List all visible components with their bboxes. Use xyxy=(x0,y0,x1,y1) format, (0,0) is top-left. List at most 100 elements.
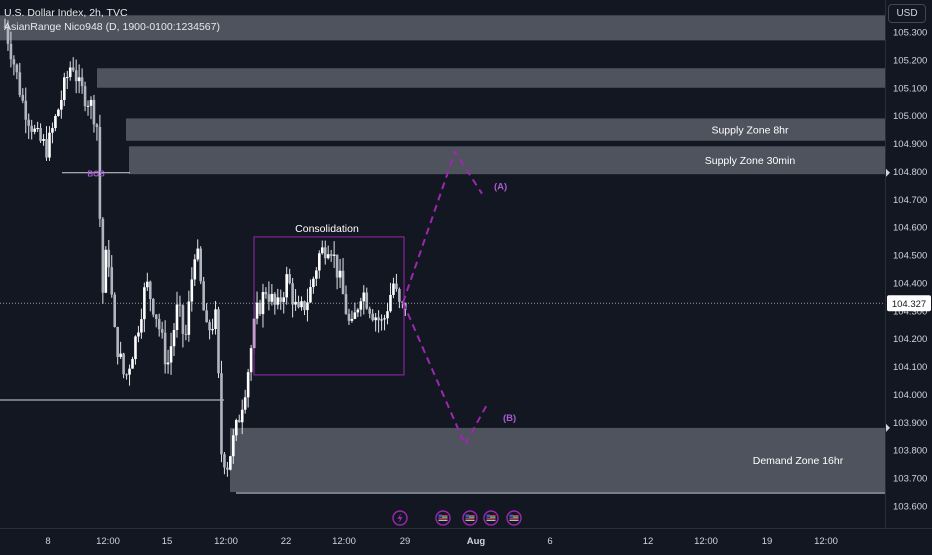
us-flag-icon xyxy=(483,510,499,526)
candles-layer xyxy=(3,18,407,477)
candle-body xyxy=(9,43,13,60)
x-tick-label: 15 xyxy=(162,536,173,547)
y-tick-label: 105.100 xyxy=(893,83,927,94)
candle-body xyxy=(383,318,386,320)
candle-body xyxy=(335,254,339,278)
candle-body xyxy=(92,99,96,125)
x-tick-label: 8 xyxy=(45,536,50,547)
symbol-title[interactable]: U.S. Dollar Index, 2h, TVC xyxy=(4,7,128,19)
candle-body xyxy=(258,302,262,315)
scenario-a-path xyxy=(402,149,483,303)
candle-body xyxy=(232,435,235,457)
legend: U.S. Dollar Index, 2h, TVC AsianRange Ni… xyxy=(4,6,220,34)
flag-stripe xyxy=(486,519,496,521)
candle-body xyxy=(240,409,244,423)
candle-body xyxy=(134,336,137,360)
indicator-title[interactable]: AsianRange Nico948 (D, 1900-0100:1234567… xyxy=(4,21,220,33)
price-axis[interactable]: 105.300 105.200 105.100 105.000 104.900 104.8… xyxy=(885,0,932,550)
y-tick-label: 104.200 xyxy=(893,334,927,345)
candle-body xyxy=(220,373,223,455)
y-tick-label: 104.800 xyxy=(893,167,927,178)
flag-stripe xyxy=(465,515,475,516)
us-flag-icon xyxy=(462,510,478,526)
candle-body xyxy=(350,318,354,321)
y-tick-label: 105.300 xyxy=(893,28,927,39)
candle-body xyxy=(243,397,247,410)
candle-body xyxy=(356,309,360,313)
time-axis[interactable]: 8 12:00 15 12:00 22 12:00 29 Aug 6 12 12:00 19 12:00 xyxy=(0,528,932,548)
candle-body xyxy=(6,26,10,44)
candle-body xyxy=(338,270,342,278)
flag-stripe xyxy=(486,516,496,518)
candle-body xyxy=(353,312,357,319)
candle-body xyxy=(119,353,122,357)
candle-body xyxy=(166,362,170,365)
candle-body xyxy=(169,346,173,363)
candle-body xyxy=(148,281,152,299)
candle-body xyxy=(249,348,253,373)
candle-body xyxy=(323,247,327,259)
last-price-label: 104.327 xyxy=(892,299,926,310)
candle-body xyxy=(223,454,226,468)
candle-body xyxy=(288,274,291,284)
y-tick-label: 104.900 xyxy=(893,139,927,150)
candle-body xyxy=(140,319,143,333)
y-tick-label: 104.400 xyxy=(893,278,927,289)
candle-body xyxy=(63,77,66,100)
candle-body xyxy=(71,67,75,71)
candle-body xyxy=(30,125,33,132)
candle-body xyxy=(395,283,398,289)
candle-body xyxy=(77,77,81,82)
flag-canton xyxy=(486,514,490,518)
flag-canton xyxy=(509,514,513,518)
flag-stripe xyxy=(509,515,519,516)
candle-body xyxy=(172,330,176,347)
candle-body xyxy=(315,270,318,279)
y-tick-label: 105.000 xyxy=(893,111,927,122)
x-tick-label: 12:00 xyxy=(214,536,238,547)
candle-body xyxy=(18,72,22,95)
scenario-b-label: (B) xyxy=(503,413,516,424)
candle-body xyxy=(36,128,39,130)
candle-body xyxy=(190,279,194,302)
scenario-b-path xyxy=(402,302,489,447)
zone-rect xyxy=(129,146,885,175)
candle-body xyxy=(273,293,277,305)
candle-body xyxy=(332,254,336,256)
zone-rect xyxy=(126,118,885,141)
candle-body xyxy=(51,128,54,133)
candle-body xyxy=(392,283,395,295)
x-tick-label: 19 xyxy=(762,536,773,547)
candle-body xyxy=(282,297,286,302)
x-tick-label: 12 xyxy=(643,536,654,547)
y-tick-label: 104.100 xyxy=(893,362,927,373)
candle-body xyxy=(187,301,191,335)
flag-stripe xyxy=(465,516,475,518)
candle-body xyxy=(116,326,119,357)
candle-body xyxy=(341,270,345,295)
candle-body xyxy=(217,309,220,374)
candle-body xyxy=(255,302,259,319)
candle-body xyxy=(193,259,197,280)
candle-body xyxy=(110,267,114,295)
candle-body xyxy=(401,301,404,303)
last-price-box xyxy=(887,295,931,312)
candle-body xyxy=(104,249,108,293)
candle-body xyxy=(297,301,300,308)
candle-body xyxy=(27,119,31,126)
currency-button[interactable]: USD xyxy=(888,4,926,23)
candle-body xyxy=(57,109,60,117)
candle-body xyxy=(306,302,309,311)
x-tick-label: 6 xyxy=(547,536,552,547)
candle-body xyxy=(3,26,7,28)
candle-body xyxy=(229,456,232,470)
candle-body xyxy=(83,86,87,107)
candle-body xyxy=(365,292,369,309)
candle-body xyxy=(125,374,128,376)
y-tick-label: 104.300 xyxy=(893,306,927,317)
y-tick-label: 105.200 xyxy=(893,55,927,66)
lines-layer xyxy=(0,302,885,401)
y-tick-label: 103.800 xyxy=(893,446,927,457)
